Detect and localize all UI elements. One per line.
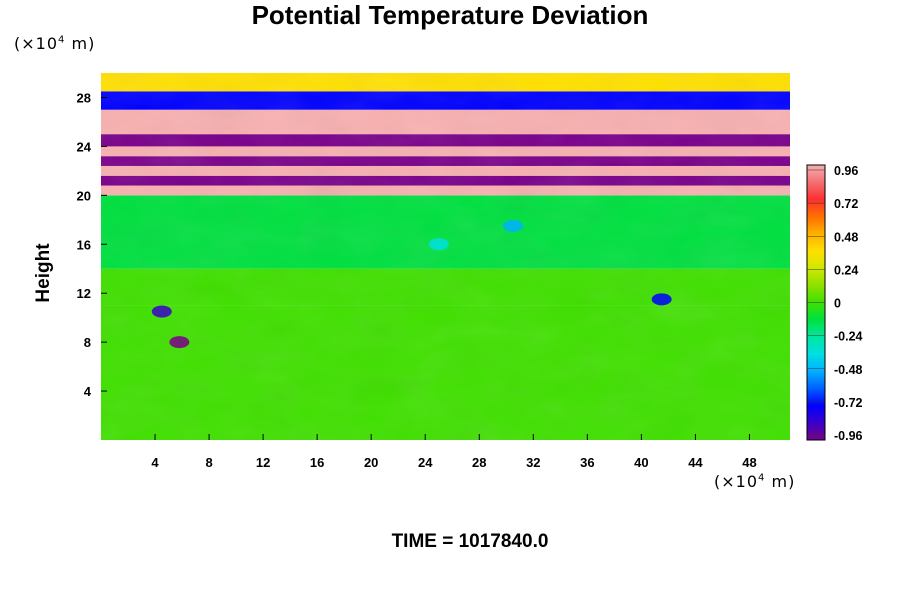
x-tick-label: 28: [472, 455, 486, 470]
heatmap-feature: [503, 219, 524, 232]
heatmap-feature: [151, 305, 172, 318]
x-tick-label: 36: [580, 455, 594, 470]
colorbar-tick-label: 0.48: [834, 230, 858, 244]
y-axis-unit: (×104 m): [14, 34, 96, 53]
x-tick-label: 20: [364, 455, 378, 470]
y-tick-label: 8: [84, 335, 91, 350]
chart-title: Potential Temperature Deviation: [251, 0, 649, 30]
x-tick-label: 48: [742, 455, 756, 470]
time-label: TIME = 1017840.0: [391, 531, 549, 552]
x-tick-label: 12: [256, 455, 270, 470]
plot-area: [101, 73, 790, 440]
colorbar-tick-label: -0.48: [834, 363, 863, 377]
colorbar: 0.96 0.72 0.48 0.24 0 -0.24 -0.48 -0.72 -0.96: [806, 164, 863, 443]
colorbar-tick-label: 0: [834, 297, 841, 311]
y-axis-ticks: 4 8 12 16 20 24 28: [77, 90, 107, 399]
colorbar-tick-label: -0.96: [834, 429, 863, 443]
x-tick-label: 4: [151, 455, 159, 470]
heatmap-texture: [101, 73, 790, 440]
y-tick-label: 12: [77, 286, 91, 301]
x-tick-label: 32: [526, 455, 540, 470]
heatmap-feature: [428, 238, 449, 251]
x-tick-label: 44: [688, 455, 703, 470]
x-axis-ticks: 4 8 12 16 20 24 28 32 36 40 44 48: [151, 434, 757, 470]
heatmap-feature: [651, 293, 672, 306]
y-tick-label: 16: [77, 237, 91, 252]
y-tick-label: 20: [77, 188, 91, 203]
x-axis-unit: (×104 m): [714, 472, 796, 491]
colorbar-tick-label: -0.72: [834, 396, 863, 410]
colorbar-tick-label: -0.24: [834, 330, 863, 344]
colorbar-tick-label: 0.72: [834, 197, 858, 211]
heatmap-feature: [169, 336, 190, 349]
x-tick-label: 40: [634, 455, 648, 470]
colorbar-tick-label: 0.24: [834, 263, 858, 277]
x-tick-label: 24: [418, 455, 433, 470]
x-tick-label: 16: [310, 455, 324, 470]
y-tick-label: 4: [84, 384, 92, 399]
colorbar-tick-label: 0.96: [834, 164, 858, 178]
x-tick-label: 8: [205, 455, 212, 470]
y-tick-label: 28: [77, 90, 91, 105]
y-tick-label: 24: [77, 139, 92, 154]
